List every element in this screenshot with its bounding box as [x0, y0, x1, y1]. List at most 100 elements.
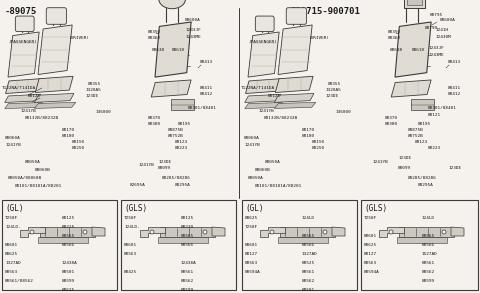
Text: 88380: 88380 [148, 122, 161, 126]
Polygon shape [245, 94, 281, 103]
Bar [121, 200, 236, 290]
Text: T122NA/T141DA: T122NA/T141DA [2, 86, 36, 90]
Text: 88301/88401: 88301/88401 [188, 106, 217, 110]
Text: 88060A: 88060A [5, 136, 21, 140]
Polygon shape [246, 79, 280, 93]
Text: 123DE: 123DE [158, 160, 171, 164]
Bar [158, 237, 208, 243]
Polygon shape [155, 22, 191, 77]
Text: 1241H: 1241H [435, 28, 448, 32]
Text: 88285/88286: 88285/88286 [162, 176, 191, 180]
Text: 88625: 88625 [245, 216, 258, 220]
Text: 88195: 88195 [418, 122, 431, 126]
Text: 88411: 88411 [200, 86, 213, 90]
Polygon shape [6, 79, 40, 93]
Polygon shape [151, 80, 191, 97]
Text: 88638: 88638 [152, 48, 165, 52]
Text: 88625: 88625 [5, 252, 18, 256]
Text: 88413: 88413 [200, 60, 213, 64]
Text: 88050A: 88050A [25, 160, 41, 164]
Text: T250F: T250F [5, 216, 18, 220]
Text: 88610: 88610 [412, 48, 425, 52]
Polygon shape [36, 76, 73, 93]
Text: 123DE: 123DE [325, 94, 338, 98]
Text: 88525: 88525 [302, 261, 315, 265]
Text: 88123: 88123 [415, 140, 428, 144]
Polygon shape [140, 227, 165, 237]
Text: 88795: 88795 [430, 13, 443, 17]
Bar [278, 237, 328, 243]
FancyBboxPatch shape [46, 8, 66, 24]
Text: 88050A: 88050A [248, 176, 264, 180]
Text: 136000: 136000 [95, 110, 111, 114]
Polygon shape [212, 227, 225, 236]
Polygon shape [278, 25, 312, 74]
Text: 88411: 88411 [448, 86, 461, 90]
Polygon shape [395, 22, 431, 77]
Text: 88350: 88350 [388, 30, 401, 34]
Text: T250F: T250F [364, 216, 377, 220]
Text: 88561: 88561 [422, 261, 435, 265]
Text: 88121: 88121 [428, 113, 441, 117]
Text: 88599: 88599 [62, 279, 75, 283]
Text: 88425: 88425 [124, 270, 137, 274]
Circle shape [30, 230, 34, 234]
Polygon shape [245, 103, 282, 108]
Text: 88413: 88413 [448, 60, 461, 64]
Text: 890715-900701: 890715-900701 [290, 6, 360, 16]
Bar [242, 200, 357, 290]
Bar [404, 0, 425, 8]
Text: 88132B/88232B: 88132B/88232B [25, 116, 59, 120]
Text: (DRIVER): (DRIVER) [68, 36, 89, 40]
Text: 88566: 88566 [302, 243, 315, 247]
Text: 88601: 88601 [245, 243, 258, 247]
Text: 88565: 88565 [302, 234, 315, 238]
Polygon shape [260, 227, 285, 237]
Polygon shape [5, 94, 41, 103]
Text: 88127: 88127 [364, 252, 377, 256]
Text: 88562: 88562 [181, 279, 194, 283]
Text: 88638: 88638 [390, 48, 403, 52]
Text: 88601: 88601 [364, 234, 377, 238]
Text: 88610: 88610 [172, 48, 185, 52]
Text: 88752B: 88752B [408, 134, 424, 138]
Text: 88050A/88060B: 88050A/88060B [8, 176, 42, 180]
Text: 1241YB: 1241YB [138, 163, 154, 167]
Circle shape [150, 230, 154, 234]
FancyBboxPatch shape [286, 8, 306, 24]
Text: 88355: 88355 [88, 82, 101, 86]
Text: 1241YB: 1241YB [372, 160, 388, 164]
Bar [397, 237, 447, 243]
Text: 1320A5: 1320A5 [325, 88, 341, 92]
Text: 88121: 88121 [268, 94, 281, 98]
Polygon shape [451, 227, 464, 236]
Text: 88170: 88170 [62, 128, 75, 132]
Text: 88121: 88121 [28, 94, 41, 98]
Text: 88125: 88125 [181, 216, 194, 220]
Text: (PASSENGER): (PASSENGER) [8, 40, 37, 44]
Text: 88250: 88250 [312, 146, 325, 150]
Text: 88566: 88566 [181, 243, 194, 247]
Text: 1327AD: 1327AD [5, 261, 21, 265]
Polygon shape [280, 227, 335, 237]
Bar [38, 237, 88, 243]
FancyBboxPatch shape [15, 16, 34, 32]
Text: 88563: 88563 [245, 261, 258, 265]
Text: 88050A: 88050A [265, 160, 281, 164]
Polygon shape [92, 227, 105, 236]
Polygon shape [379, 227, 404, 237]
Text: (DRIVER): (DRIVER) [308, 36, 329, 40]
Text: 88501: 88501 [62, 270, 75, 274]
Text: 12430M: 12430M [435, 35, 451, 39]
Text: 88250: 88250 [72, 146, 85, 150]
Text: 88599: 88599 [181, 288, 194, 292]
Polygon shape [38, 25, 72, 74]
Text: 124LD: 124LD [302, 216, 315, 220]
Bar [407, 0, 422, 5]
Polygon shape [399, 227, 454, 237]
Polygon shape [276, 76, 313, 93]
Text: 88600A: 88600A [440, 18, 456, 22]
Text: 88594A: 88594A [364, 270, 380, 274]
Text: 88563: 88563 [364, 261, 377, 265]
Text: 1527AD: 1527AD [422, 252, 438, 256]
